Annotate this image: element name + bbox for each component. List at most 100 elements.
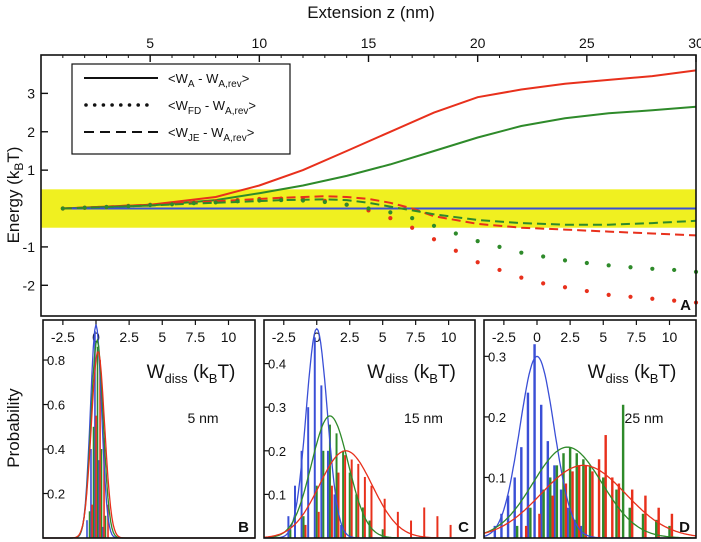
histogram-bar-green [588, 465, 592, 538]
data-point-green-fd [191, 201, 196, 206]
histogram-bar-red [551, 495, 554, 538]
histogram-bar-blue [526, 392, 530, 538]
data-point-green-fd [628, 265, 633, 270]
histogram-bar-blue [559, 489, 563, 538]
histogram-bar-blue [326, 450, 329, 538]
data-point-green-fd [235, 199, 240, 204]
series-line-green-solid [62, 105, 697, 210]
histogram-bar-green [515, 525, 519, 538]
y-tick-label: 0.4 [268, 357, 286, 372]
histogram-bar-green [381, 529, 384, 538]
y-tick-label: 0.4 [47, 442, 65, 457]
legend-label: <WA - WA,rev> [168, 71, 249, 90]
y-axis-title-energy: Energy (kBT) [4, 147, 26, 244]
histogram-bar-green [361, 507, 364, 538]
legend-label: <WFD - WA,rev> [168, 98, 256, 117]
x-tick-label: -2.5 [272, 329, 296, 345]
x-tick-label: 15 [361, 35, 377, 51]
histogram-bar-blue [313, 337, 316, 538]
data-point-green-fd [82, 205, 87, 210]
x-tick-label: 20 [470, 35, 486, 51]
data-point-red-fd [431, 237, 437, 242]
data-point-green-fd [497, 244, 502, 250]
legend: <WA - WA,rev> <WFD - WA,rev> <WJE - WA,rev… [71, 63, 291, 155]
x-tick-label: 5 [146, 35, 154, 51]
plot-frame-c [263, 319, 476, 539]
histogram-bar-red [449, 524, 452, 538]
distance-annotation: 15 nm [404, 410, 443, 426]
histogram-bar-red [630, 489, 634, 538]
legend-label: <WJE - WA,rev> [168, 125, 254, 144]
x-tick-label: 10 [252, 35, 268, 51]
x-tick-label: 0 [533, 329, 541, 345]
histogram-bar-red [644, 495, 647, 538]
histogram-bar-red [383, 498, 386, 538]
gaussian-fit-blue [264, 327, 475, 539]
histogram-bar-green [555, 465, 559, 538]
y-tick-label: 0.3 [488, 349, 506, 364]
x-tick-label: 7.5 [627, 329, 647, 345]
plot-frame-a [40, 54, 697, 317]
data-point-red-fd [562, 285, 568, 290]
legend-dot [127, 103, 132, 107]
y-tick-label: 0.1 [488, 470, 506, 485]
histogram-bar-red [363, 476, 366, 538]
data-point-red-fd [410, 225, 415, 230]
histogram-bar-blue [573, 519, 576, 538]
histogram-bar-blue [98, 460, 100, 538]
data-point-green-fd [431, 223, 437, 228]
histogram-bar-red [337, 472, 340, 538]
histogram-bar-blue [340, 524, 343, 538]
histogram-bar-green [335, 433, 338, 538]
histogram-bar-blue [287, 516, 290, 538]
y-tick-label: 0.2 [488, 410, 506, 425]
histogram-bar-red [584, 465, 588, 538]
histogram-bar-red [524, 525, 528, 538]
data-point-green-fd [126, 204, 131, 209]
histogram-bar-red [670, 513, 674, 538]
x-tick-label: 25 [579, 35, 595, 51]
legend-dot [84, 103, 88, 107]
histogram-bar-green [355, 494, 358, 538]
y-tick-label: 0.2 [47, 487, 65, 502]
x-tick-label: 10 [662, 329, 678, 345]
histogram-bar-red [611, 477, 614, 538]
histogram-bar-red [95, 415, 97, 538]
distance-annotation: 5 nm [187, 410, 218, 426]
histogram-bar-green [348, 472, 351, 538]
histogram-bar-red [604, 435, 607, 538]
data-point-green-fd [584, 260, 589, 266]
histogram-bar-red [99, 360, 101, 538]
series-line-red-solid [62, 69, 697, 210]
x-tick-label: 30 [688, 35, 701, 51]
x-tick-label: 7.5 [406, 329, 426, 345]
histogram-bar-green [655, 519, 658, 538]
y-tick-label: 2 [27, 124, 35, 140]
plot-frame-b [42, 319, 256, 539]
histogram-bar-blue [86, 520, 88, 538]
data-point-red-fd [672, 298, 677, 303]
x-tick-label: 5 [599, 329, 607, 345]
legend-dot [119, 103, 123, 107]
x-tick-label: 10 [221, 329, 237, 345]
data-point-red-fd [388, 216, 393, 221]
distance-annotation: 25 nm [625, 410, 664, 426]
histogram-bar-red [597, 459, 601, 538]
panel-title: Wdiss (kBT) [147, 362, 236, 386]
histogram-bar-green [615, 489, 618, 538]
data-point-red-fd [606, 292, 611, 297]
data-point-green-fd [322, 199, 327, 205]
panel-letter: C [458, 519, 469, 536]
histogram-bar-green [100, 449, 103, 538]
histogram-bar-green [602, 477, 605, 538]
data-point-green-fd [672, 267, 677, 273]
y-tick-label: 1 [27, 162, 35, 178]
histogram-bar-red [350, 459, 353, 538]
histogram-bar-red [304, 524, 307, 538]
data-point-green-fd [257, 198, 262, 203]
histogram-bar-blue [539, 404, 543, 538]
x-tick-label: 2.5 [560, 329, 580, 345]
x-tick-label: 0 [313, 329, 321, 345]
data-point-green-fd [279, 197, 284, 203]
